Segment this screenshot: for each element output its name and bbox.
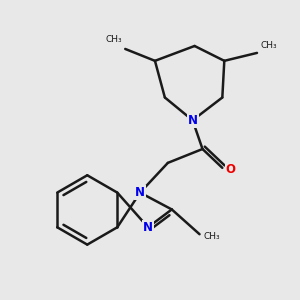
Text: O: O xyxy=(226,163,236,176)
Text: CH₃: CH₃ xyxy=(203,232,220,242)
Text: N: N xyxy=(143,221,153,234)
Text: CH₃: CH₃ xyxy=(260,40,277,50)
Text: N: N xyxy=(188,114,198,127)
Text: N: N xyxy=(135,186,145,199)
Text: CH₃: CH₃ xyxy=(105,35,122,44)
